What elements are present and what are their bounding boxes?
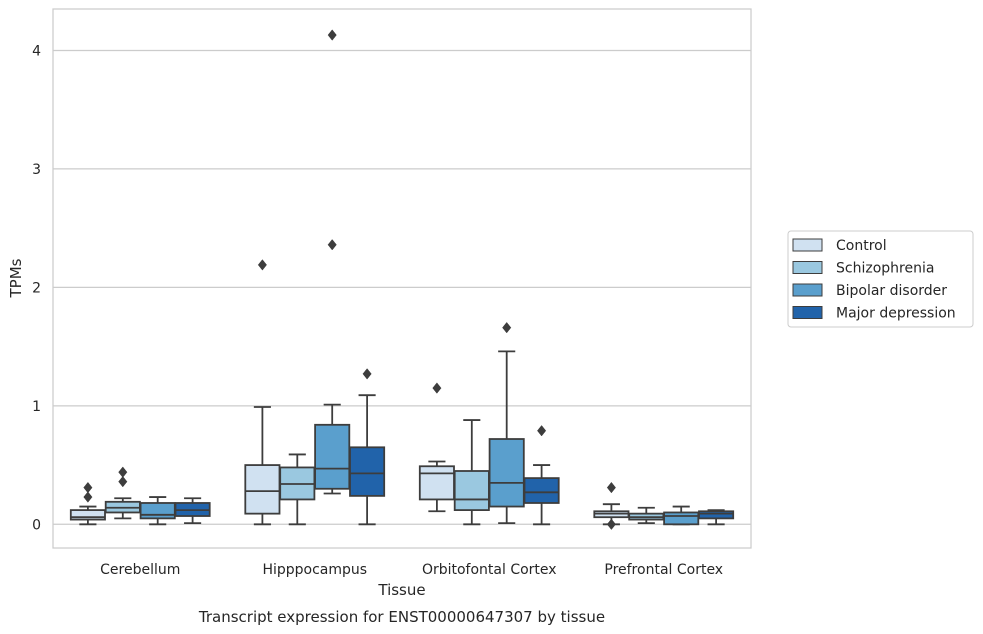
chart-caption: Transcript expression for ENST0000064730… — [198, 608, 605, 626]
y-axis-ticks: 0 1 2 3 4 — [32, 43, 41, 533]
box-orbitofontal-cortex-bipolar-disorder — [488, 322, 525, 525]
y-axis-label: TPMs — [7, 258, 25, 298]
legend-swatch — [792, 261, 823, 274]
box-hipppocampus-schizophrenia — [279, 453, 316, 526]
box-cerebellum-control — [69, 481, 106, 526]
outlier-point — [432, 382, 442, 394]
outlier-point — [537, 425, 547, 437]
box-body — [69, 509, 106, 521]
legend-swatch — [792, 306, 823, 319]
legend: Control Schizophrenia Bipolar disorder Majo… — [787, 230, 974, 328]
y-tick-label: 1 — [32, 399, 41, 415]
x-tick-label-prefrontal-cortex: Prefrontal Cortex — [604, 562, 723, 578]
box-orbitofontal-cortex-schizophrenia — [453, 419, 490, 526]
box-body — [663, 511, 700, 526]
box-hipppocampus-control — [244, 259, 281, 526]
x-axis-ticks: Cerebellum Hipppocampus Orbitofontal Corte… — [100, 562, 723, 578]
legend-label: Major depression — [836, 306, 956, 322]
box-prefrontal-cortex-schizophrenia — [628, 506, 665, 525]
legend-item-control: Control — [792, 238, 887, 254]
box-body — [244, 464, 281, 515]
outlier-point — [83, 491, 93, 503]
outlier-point — [118, 476, 128, 488]
outlier-point — [502, 322, 512, 334]
legend-item-bipolar-disorder: Bipolar disorder — [792, 283, 947, 299]
box-prefrontal-cortex-control — [593, 481, 630, 530]
box-cerebellum-schizophrenia — [104, 466, 141, 520]
legend-label: Schizophrenia — [836, 261, 934, 277]
gridlines — [53, 49, 751, 525]
box-hipppocampus-bipolar-disorder — [314, 29, 351, 495]
box-body — [349, 446, 386, 497]
box-hipppocampus-major-depression — [349, 368, 386, 526]
box-layer — [69, 29, 735, 530]
legend-label: Control — [836, 238, 887, 254]
legend-item-major-depression: Major depression — [792, 306, 956, 322]
y-tick-label: 4 — [32, 43, 41, 59]
x-axis-label: Tissue — [377, 581, 425, 599]
box-body — [523, 477, 560, 504]
x-tick-label-orbitofontal-cortex: Orbitofontal Cortex — [422, 562, 557, 578]
outlier-point — [257, 259, 267, 271]
box-body — [488, 438, 525, 508]
legend-swatch — [792, 283, 823, 297]
box-body — [418, 465, 455, 501]
box-body — [139, 502, 176, 520]
y-tick-label: 0 — [32, 517, 41, 533]
outlier-point — [118, 466, 128, 478]
outlier-point — [327, 29, 337, 41]
y-tick-label: 3 — [32, 162, 41, 178]
box-prefrontal-cortex-bipolar-disorder — [663, 505, 700, 526]
legend-item-schizophrenia: Schizophrenia — [792, 261, 934, 277]
legend-frame — [787, 230, 974, 328]
legend-swatch — [792, 238, 823, 252]
legend-label: Bipolar disorder — [836, 283, 947, 299]
box-body — [314, 423, 351, 490]
outlier-point — [362, 368, 372, 380]
box-prefrontal-cortex-major-depression — [698, 509, 735, 526]
outlier-point — [83, 481, 93, 494]
outlier-point — [606, 518, 616, 530]
plot-area-frame — [52, 8, 752, 549]
box-orbitofontal-cortex-major-depression — [523, 425, 560, 526]
box-cerebellum-major-depression — [174, 497, 211, 525]
y-tick-label: 2 — [32, 280, 41, 296]
box-cerebellum-bipolar-disorder — [139, 496, 176, 526]
outlier-point — [606, 481, 616, 494]
box-orbitofontal-cortex-control — [418, 382, 455, 513]
box-body — [698, 510, 735, 520]
x-tick-label-cerebellum: Cerebellum — [100, 562, 180, 578]
x-tick-label-hipppocampus: Hipppocampus — [262, 562, 367, 578]
outlier-point — [327, 239, 337, 251]
box-body — [453, 470, 490, 511]
